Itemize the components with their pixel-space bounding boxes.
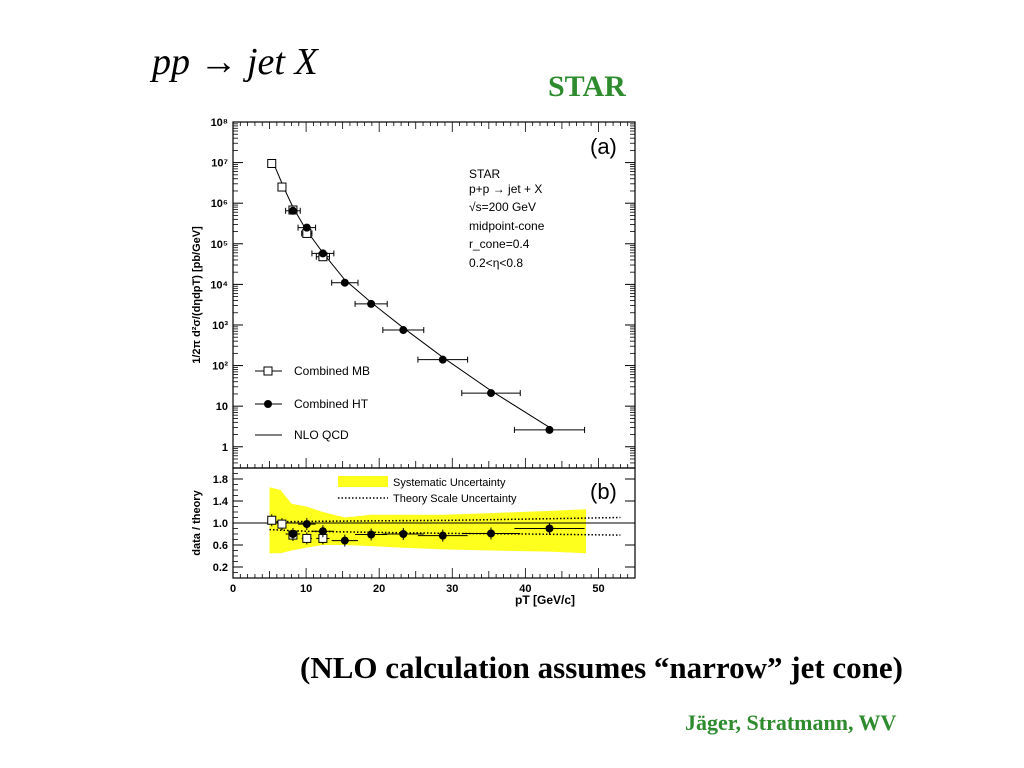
info-energy: √s=200 GeV	[469, 200, 536, 214]
ht-data-point	[438, 355, 447, 364]
info-algorithm: midpoint-cone	[469, 219, 545, 233]
legend-theory-scale-label: Theory Scale Uncertainty	[393, 493, 517, 505]
y-tick-label: 10⁶	[211, 198, 228, 210]
y-tick-label: 10⁵	[211, 239, 228, 251]
legend-mb-marker	[263, 366, 273, 376]
legend-systematic-label: Systematic Uncertainty	[393, 477, 506, 489]
y-tick-label: 10⁸	[211, 117, 228, 129]
ratio-ht-point	[288, 530, 297, 538]
ht-data-point	[367, 299, 376, 308]
ratio-ht-point	[487, 529, 496, 538]
ht-data-point	[487, 389, 496, 398]
y-tick-label: 10	[216, 401, 228, 413]
panel-b-label: (b)	[590, 479, 617, 504]
info-reaction: p+p → jet + X	[469, 182, 542, 196]
legend-nlo-label: NLO QCD	[294, 428, 349, 442]
ratio-ht-point	[340, 536, 349, 545]
y-tick-label: 1	[222, 442, 228, 454]
ratio-y-tick-label: 1.0	[213, 518, 228, 530]
ratio-ht-point	[545, 524, 554, 533]
mb-data-point	[277, 182, 287, 192]
panel-a-y-tick-labels: 1 10 10² 10³ 10⁴ 10⁵ 10⁶ 10⁷ 10⁸	[210, 117, 228, 454]
mb-data-point	[267, 159, 277, 169]
ratio-ht-point	[438, 531, 447, 540]
ht-data-point	[318, 249, 327, 258]
ht-data-point	[399, 326, 408, 335]
ratio-ht-point	[318, 527, 327, 536]
info-eta-range: 0.2<η<0.8	[469, 256, 523, 270]
y-tick-label: 10⁴	[210, 279, 228, 291]
ratio-y-tick-label: 1.8	[213, 474, 228, 486]
panel-b-data-points	[267, 514, 585, 547]
y-tick-label: 10²	[212, 361, 228, 373]
y-tick-label: 10³	[212, 320, 228, 332]
panel-a-data-points	[267, 159, 586, 434]
slide-credits: Jäger, Stratmann, WV	[685, 710, 897, 735]
info-experiment: STAR	[469, 167, 500, 181]
x-tick-label: 0	[230, 583, 236, 595]
legend-systematic-swatch	[338, 476, 388, 487]
ratio-y-tick-label: 0.2	[213, 562, 228, 574]
legend-mb-label: Combined MB	[294, 364, 370, 378]
slide-caption: (NLO calculation assumes “narrow” jet co…	[300, 650, 904, 685]
panel-b-y-axis-label: data / theory	[191, 489, 203, 555]
panel-b-ticks	[232, 467, 636, 579]
ht-data-point	[340, 278, 349, 287]
panel-a-label: (a)	[590, 134, 617, 159]
ratio-ht-point	[367, 530, 376, 539]
y-tick-label: 10⁷	[211, 158, 228, 170]
legend-ht-marker	[264, 400, 272, 408]
ratio-y-tick-label: 1.4	[213, 496, 229, 508]
experiment-label: STAR	[548, 70, 626, 103]
panel-b-tick-labels: 0.2 0.6 1.0 1.4 1.8 0 10 20 30 40 50	[213, 474, 605, 595]
ht-data-point	[545, 425, 554, 434]
ratio-y-tick-label: 0.6	[213, 540, 228, 552]
info-cone-radius: r_cone=0.4	[469, 237, 530, 251]
panel-b-legend: Systematic Uncertainty Theory Scale Unce…	[338, 476, 517, 505]
legend-ht-label: Combined HT	[294, 397, 369, 411]
panel-a-legend: Combined MB Combined HT NLO QCD	[255, 364, 370, 442]
ratio-ht-point	[399, 530, 408, 538]
x-axis-label: pT [GeV/c]	[515, 593, 575, 607]
ratio-mb-point	[277, 519, 287, 529]
ratio-ht-point	[302, 520, 311, 529]
x-tick-label: 30	[446, 583, 458, 595]
ratio-mb-point	[302, 533, 312, 543]
x-tick-label: 50	[592, 583, 604, 595]
panel-a-ticks	[232, 121, 636, 469]
panel-a-frame	[232, 121, 636, 469]
panel-a-y-axis-label: 1/2π d²σ/(dηdpT) [pb/GeV]	[191, 226, 203, 364]
cross-section-panel: 1 10 10² 10³ 10⁴ 10⁵ 10⁶ 10⁷ 10⁸ (a) STAR p+p → …	[191, 117, 636, 469]
ratio-mb-point	[267, 515, 277, 525]
x-tick-label: 40	[519, 583, 531, 595]
ht-data-point	[302, 223, 311, 232]
x-tick-label: 10	[300, 583, 312, 595]
star-jet-figure: 1 10 10² 10³ 10⁴ 10⁵ 10⁶ 10⁷ 10⁸ (a) STAR p+p → …	[191, 117, 636, 607]
ratio-panel: 0.2 0.6 1.0 1.4 1.8 0 10 20 30 40 50 Systematic Un…	[191, 467, 636, 607]
ht-data-point	[288, 206, 297, 215]
x-tick-label: 20	[373, 583, 385, 595]
slide-title: pp → jet X	[152, 41, 318, 83]
